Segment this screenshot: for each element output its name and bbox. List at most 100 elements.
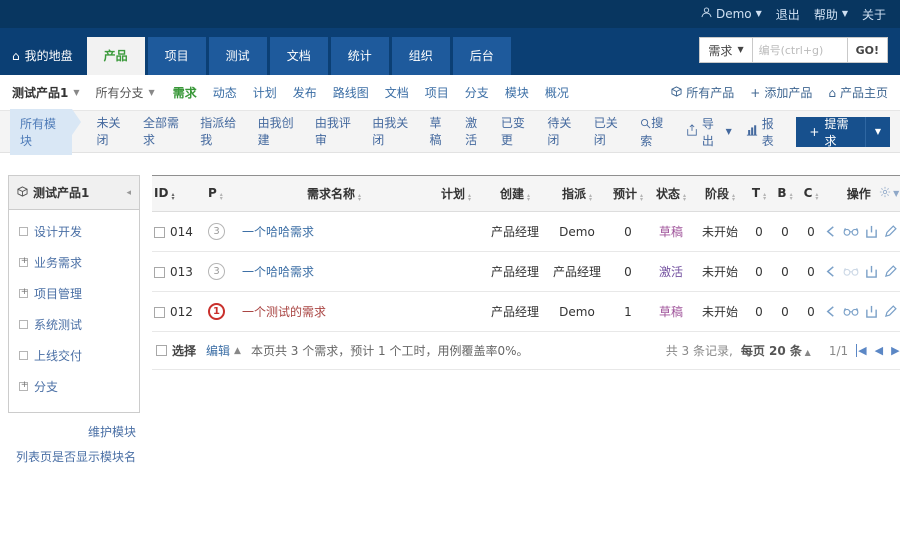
edit-story-icon[interactable] xyxy=(884,225,897,238)
create-task-icon[interactable] xyxy=(865,225,878,238)
nav-tab-test[interactable]: 测试 xyxy=(208,37,267,75)
logout-link[interactable]: 退出 xyxy=(775,7,800,22)
filter-search[interactable]: 搜索 xyxy=(640,116,664,148)
story-table-wrap: ID ▴ ▾ P ▴ ▾ 需求名称 ▴ ▾ 计划 ▴ ▾ 创建 ▴ ▾ 指派 ▴ ▾ 预计 ▴ ▾ 状态 ▴ ▾… xyxy=(152,175,900,473)
review-story-icon[interactable] xyxy=(843,305,859,318)
submenu-plan[interactable]: 计划 xyxy=(252,86,277,100)
nav-tab-product[interactable]: 产品 xyxy=(86,37,145,75)
toggle-module-name-link[interactable]: 列表页是否显示模块名 xyxy=(15,450,136,464)
module-item-project-mgmt[interactable]: 项目管理 xyxy=(9,278,139,309)
first-page-button[interactable]: ◀ xyxy=(856,344,867,357)
search-go-button[interactable]: GO! xyxy=(847,37,888,63)
column-settings-button[interactable]: ▼ xyxy=(879,186,899,201)
all-products-link[interactable]: 所有产品 xyxy=(671,84,734,101)
add-product-link[interactable]: + 添加产品 xyxy=(750,85,813,101)
branch-switcher[interactable]: 所有分支 ▼ xyxy=(95,86,155,100)
module-item-branch[interactable]: 分支 xyxy=(9,371,139,402)
filter-active[interactable]: 激活 xyxy=(465,116,478,147)
submenu-roadmap[interactable]: 路线图 xyxy=(332,86,369,100)
export-menu[interactable]: 导出 ▼ xyxy=(686,115,732,149)
story-row: 012 1 一个测试的需求 产品经理 Demo 1 草稿 未开始 0 0 0 xyxy=(152,291,900,332)
about-link[interactable]: 关于 xyxy=(861,7,886,22)
filter-reviewed-by-me[interactable]: 由我评审 xyxy=(314,116,351,147)
change-story-icon[interactable] xyxy=(824,265,837,278)
estimate: 0 xyxy=(608,251,648,292)
per-page-select[interactable]: 每页 20 条 ▲ xyxy=(740,344,811,358)
nav-tab-org[interactable]: 组织 xyxy=(391,37,450,75)
nav-tab-stats[interactable]: 统计 xyxy=(330,37,389,75)
add-story-button[interactable]: + 提需求 ▼ xyxy=(796,116,891,148)
filter-opened-by-me[interactable]: 由我创建 xyxy=(257,116,294,147)
col-pri[interactable]: P ▴ ▾ xyxy=(206,175,240,212)
user-menu[interactable]: Demo ▼ xyxy=(701,7,762,21)
report-link[interactable]: 报表 xyxy=(746,115,783,149)
edit-story-icon[interactable] xyxy=(884,305,897,318)
priority-badge: 3 xyxy=(208,223,225,240)
col-estimate[interactable]: 预计 ▴ ▾ xyxy=(608,175,648,212)
module-item-design[interactable]: 设计开发 xyxy=(9,216,139,247)
submenu-story[interactable]: 需求 xyxy=(172,86,197,100)
nav-my-dashboard[interactable]: ⌂ 我的地盘 xyxy=(12,48,73,64)
change-story-icon[interactable] xyxy=(824,225,837,238)
change-story-icon[interactable] xyxy=(824,305,837,318)
edit-story-icon[interactable] xyxy=(884,265,897,278)
module-item-business[interactable]: 业务需求 xyxy=(9,247,139,278)
help-menu[interactable]: 帮助 ▼ xyxy=(813,7,848,22)
tree-expand-icon[interactable] xyxy=(19,256,29,267)
create-task-icon[interactable] xyxy=(865,265,878,278)
priority-badge: 1 xyxy=(208,303,225,320)
submenu-overview[interactable]: 概况 xyxy=(544,86,569,100)
submenu-release[interactable]: 发布 xyxy=(292,86,317,100)
tree-expand-icon[interactable] xyxy=(19,380,29,391)
submenu-module[interactable]: 模块 xyxy=(504,86,529,100)
batch-edit-button[interactable]: 编辑 xyxy=(206,344,231,358)
col-created[interactable]: 创建 ▴ ▾ xyxy=(484,175,546,212)
module-item-launch[interactable]: 上线交付 xyxy=(9,340,139,371)
collapse-sidebar-icon[interactable]: ◂ xyxy=(126,187,131,198)
story-title-link[interactable]: 一个测试的需求 xyxy=(242,305,327,319)
review-story-icon[interactable] xyxy=(843,225,859,238)
col-stage[interactable]: 阶段 ▴ ▾ xyxy=(694,175,746,212)
filter-draft[interactable]: 草稿 xyxy=(429,116,442,147)
nav-tab-doc[interactable]: 文档 xyxy=(269,37,328,75)
story-title-link[interactable]: 一个哈哈需求 xyxy=(242,265,315,279)
col-c[interactable]: C ▴ ▾ xyxy=(798,175,824,212)
col-b[interactable]: B ▴ ▾ xyxy=(772,175,798,212)
col-assigned[interactable]: 指派 ▴ ▾ xyxy=(546,175,608,212)
module-tag[interactable]: 所有模块 xyxy=(10,108,83,155)
submenu-branch[interactable]: 分支 xyxy=(464,86,489,100)
story-title-link[interactable]: 一个哈哈需求 xyxy=(242,225,315,239)
nav-tab-project[interactable]: 项目 xyxy=(147,37,206,75)
submenu-doc[interactable]: 文档 xyxy=(384,86,409,100)
row-checkbox[interactable] xyxy=(154,226,165,238)
col-status[interactable]: 状态 ▴ ▾ xyxy=(648,175,694,212)
next-page-button[interactable]: ▶ xyxy=(891,344,900,357)
filter-closed-by-me[interactable]: 由我关闭 xyxy=(372,116,409,147)
prev-page-button[interactable]: ◀ xyxy=(874,344,884,357)
nav-tab-admin[interactable]: 后台 xyxy=(452,37,511,75)
maintain-module-link[interactable]: 维护模块 xyxy=(87,425,136,439)
select-all-checkbox[interactable] xyxy=(156,345,167,356)
filter-to-close[interactable]: 待关闭 xyxy=(547,116,572,147)
filter-assigned-to-me[interactable]: 指派给我 xyxy=(200,116,237,147)
product-switcher[interactable]: 测试产品1 ▼ xyxy=(12,86,80,100)
col-plan[interactable]: 计划 ▴ ▾ xyxy=(428,175,484,212)
col-id[interactable]: ID ▴ ▾ xyxy=(152,175,206,212)
module-item-system-test[interactable]: 系统测试 xyxy=(9,309,139,340)
search-input[interactable] xyxy=(751,37,848,63)
filter-unclosed[interactable]: 未关闭 xyxy=(96,116,121,147)
filter-changed[interactable]: 已变更 xyxy=(500,116,525,147)
tree-expand-icon[interactable] xyxy=(19,287,29,298)
col-title[interactable]: 需求名称 ▴ ▾ xyxy=(240,175,428,212)
search-type-select[interactable]: 需求 ▼ xyxy=(699,37,752,63)
filter-closed[interactable]: 已关闭 xyxy=(593,116,618,147)
create-task-icon[interactable] xyxy=(865,305,878,318)
product-home-link[interactable]: ⌂ 产品主页 xyxy=(828,85,888,101)
submenu-dynamic[interactable]: 动态 xyxy=(212,86,237,100)
col-t[interactable]: T ▴ ▾ xyxy=(746,175,772,212)
add-story-dropdown[interactable]: ▼ xyxy=(864,116,890,147)
row-checkbox[interactable] xyxy=(154,266,165,278)
row-checkbox[interactable] xyxy=(154,306,165,318)
filter-all[interactable]: 全部需求 xyxy=(142,116,179,147)
submenu-project[interactable]: 项目 xyxy=(424,86,449,100)
